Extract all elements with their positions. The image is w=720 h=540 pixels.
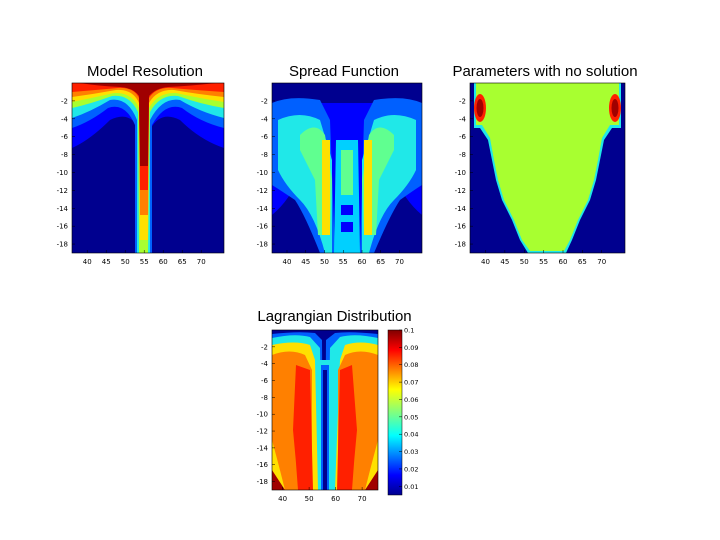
y-tick-label: -6: [61, 133, 69, 141]
x-tick-label: 65: [178, 258, 187, 266]
y-tick-label: -10: [57, 169, 68, 177]
chart-title-model-resolution: Model Resolution: [87, 63, 203, 80]
x-tick-label: 40: [83, 258, 92, 266]
y-tick-label: -2: [61, 97, 68, 105]
chart-title-spread-function: Spread Function: [288, 63, 400, 80]
x-tick-label: 50: [121, 258, 130, 266]
y-tick-label: -8: [61, 151, 68, 159]
axes-model-resolution: 40 45 50 55 60 65 70 -2 -4 -6 -8 -10 -12 -14 -16 -18: [57, 97, 206, 266]
heatmap-band-darkred: [80, 83, 216, 166]
y-tick-label: -16: [57, 223, 69, 231]
x-tick-label: 70: [197, 258, 206, 266]
x-tick-label: 60: [159, 258, 168, 266]
y-tick-label: -12: [57, 187, 68, 195]
y-tick-label: -14: [57, 205, 69, 213]
x-tick-label: 55: [140, 258, 149, 266]
y-tick-label: -4: [61, 115, 69, 123]
chart-title-parameters-no-solution: Parameters with no solution: [452, 63, 638, 80]
chart-title-lagrangian-distribution: Lagrangian Distribution: [257, 308, 412, 325]
x-tick-label: 45: [102, 258, 111, 266]
y-tick-label: -18: [57, 241, 68, 249]
